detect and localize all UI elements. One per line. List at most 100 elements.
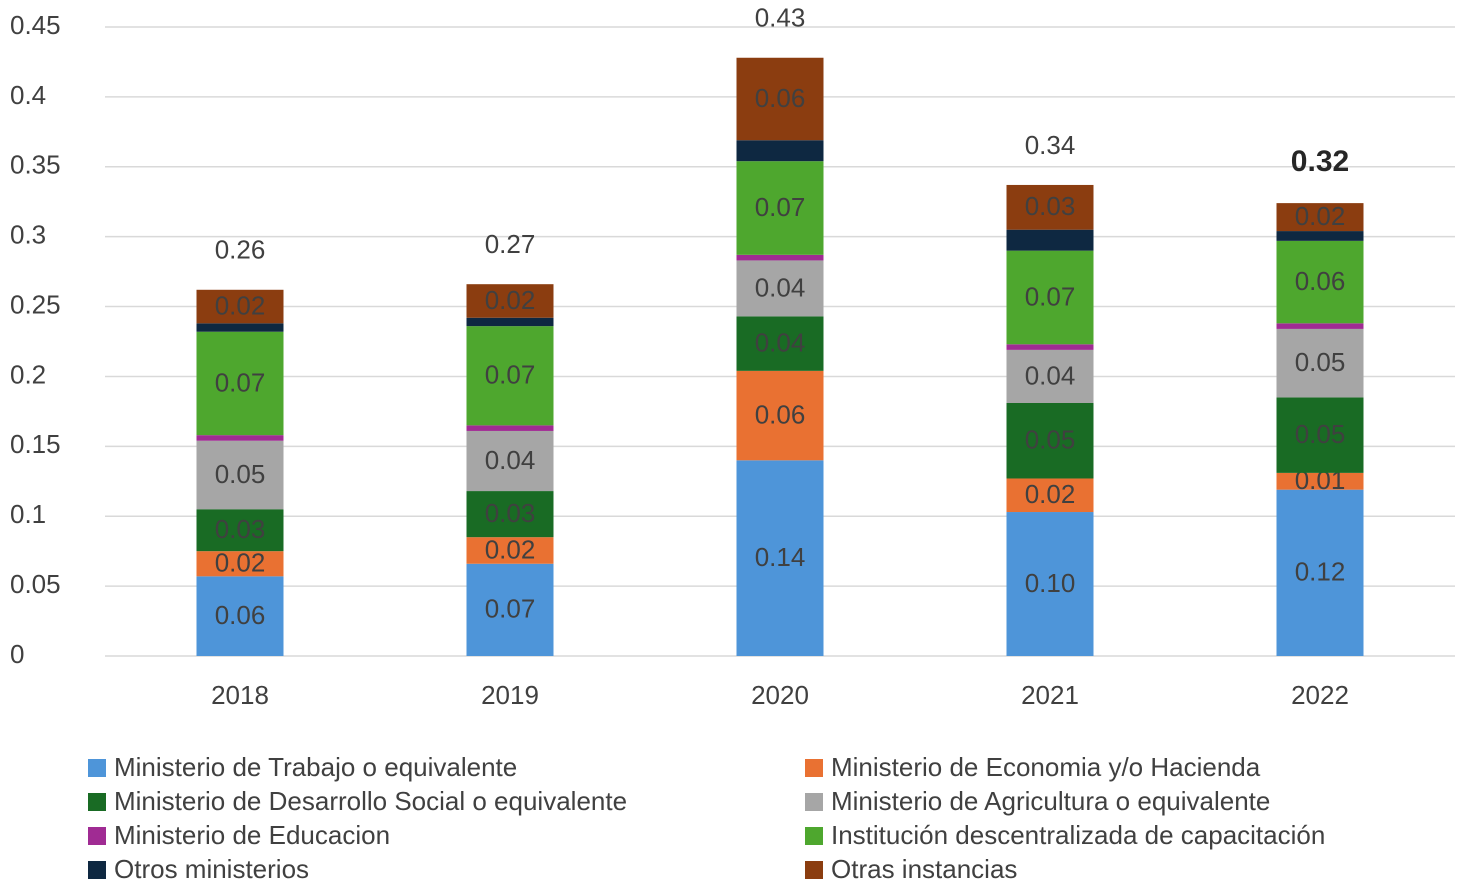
- y-tick-label: 0.2: [10, 359, 46, 389]
- legend-swatch: [88, 759, 106, 777]
- data-label: 0.06: [755, 83, 806, 113]
- data-label: 0.03: [485, 498, 536, 528]
- bar-segment: [1276, 231, 1364, 241]
- data-label: 0.07: [485, 360, 536, 390]
- legend-swatch: [805, 793, 823, 811]
- data-label: 0.02: [1025, 479, 1076, 509]
- y-tick-label: 0: [10, 639, 24, 669]
- bar-segment: [466, 563, 554, 656]
- bar-segment: [736, 254, 824, 261]
- legend-swatch: [88, 861, 106, 879]
- bar-segment: [736, 370, 824, 461]
- legend-label: Ministerio de Trabajo o equivalente: [114, 752, 517, 782]
- data-label: 0.02: [485, 534, 536, 564]
- data-label: 0.02: [1295, 201, 1346, 231]
- bar-segment: [196, 331, 284, 436]
- bar-segment: [736, 260, 824, 317]
- x-tick-label: 2021: [1021, 680, 1079, 710]
- data-label: 0.04: [755, 327, 806, 357]
- legend-label: Ministerio de Desarrollo Social o equiva…: [114, 786, 627, 816]
- bar-segment: [466, 284, 554, 318]
- data-label: 0.04: [755, 272, 806, 302]
- bar-segment: [1006, 344, 1094, 350]
- bar-segment: [196, 435, 284, 441]
- bar-segment: [466, 425, 554, 431]
- y-tick-label: 0.25: [10, 289, 61, 319]
- bar-segment: [1276, 328, 1364, 398]
- data-label: 0.10: [1025, 568, 1076, 598]
- bar-segment: [736, 460, 824, 656]
- bar-segment: [1276, 489, 1364, 656]
- bar-segment: [196, 289, 284, 324]
- bar-segment: [1006, 478, 1094, 513]
- bar-segment: [466, 326, 554, 426]
- x-tick-label: 2019: [481, 680, 539, 710]
- data-label: 0.04: [485, 445, 536, 475]
- bar-segment: [1276, 240, 1364, 324]
- data-label: 0.02: [485, 285, 536, 315]
- y-tick-label: 0.3: [10, 220, 46, 250]
- bar-segment: [196, 576, 284, 656]
- bar-segment: [1276, 203, 1364, 232]
- bar-segment: [1006, 349, 1094, 404]
- bar-segment: [466, 537, 554, 564]
- bar-segment: [1006, 184, 1094, 230]
- data-label: 0.02: [215, 290, 266, 320]
- bar-segment: [1006, 512, 1094, 656]
- data-label: 0.05: [215, 459, 266, 489]
- total-label: 0.43: [755, 3, 806, 33]
- bar-segment: [196, 551, 284, 577]
- total-label: 0.26: [215, 235, 266, 265]
- y-tick-label: 0.1: [10, 499, 46, 529]
- data-label: 0.02: [215, 548, 266, 578]
- bar-segment: [736, 140, 824, 162]
- data-label: 0.03: [1025, 191, 1076, 221]
- legend-swatch: [805, 861, 823, 879]
- bar-segment: [1006, 229, 1094, 251]
- total-label: 0.34: [1025, 130, 1076, 160]
- data-label: 0.05: [1295, 419, 1346, 449]
- bar-segment: [196, 440, 284, 510]
- bar-segment: [736, 161, 824, 255]
- bar-segment: [736, 57, 824, 141]
- legend-label: Ministerio de Educacion: [114, 820, 390, 850]
- data-label: 0.05: [1295, 347, 1346, 377]
- y-tick-label: 0.15: [10, 429, 61, 459]
- data-label: 0.14: [755, 542, 806, 572]
- bar-segment: [1276, 397, 1364, 473]
- bar-segment: [1006, 403, 1094, 479]
- total-label: 0.27: [485, 229, 536, 259]
- data-label: 0.06: [215, 600, 266, 630]
- legend-label: Otros ministerios: [114, 854, 309, 884]
- y-tick-label: 0.45: [10, 10, 61, 40]
- bar-segment: [1276, 323, 1364, 329]
- bar-segment: [1276, 472, 1364, 490]
- data-label: 0.12: [1295, 557, 1346, 587]
- legend-swatch: [805, 827, 823, 845]
- x-tick-label: 2018: [211, 680, 269, 710]
- legend-label: Ministerio de Agricultura o equivalente: [831, 786, 1270, 816]
- data-label: 0.04: [1025, 360, 1076, 390]
- legend-swatch: [88, 793, 106, 811]
- data-label: 0.07: [215, 367, 266, 397]
- data-label: 0.05: [1025, 425, 1076, 455]
- total-label: 0.32: [1291, 145, 1349, 178]
- y-tick-label: 0.05: [10, 569, 61, 599]
- data-label: 0.03: [215, 514, 266, 544]
- bar-segment: [196, 323, 284, 332]
- x-tick-label: 2022: [1291, 680, 1349, 710]
- legend-swatch: [88, 827, 106, 845]
- x-tick-label: 2020: [751, 680, 809, 710]
- data-label: 0.07: [485, 594, 536, 624]
- data-label: 0.07: [755, 192, 806, 222]
- bar-segment: [1006, 250, 1094, 345]
- bar-segment: [736, 316, 824, 371]
- data-label: 0.07: [1025, 281, 1076, 311]
- bar-segment: [466, 317, 554, 327]
- bar-segment: [466, 491, 554, 538]
- y-tick-label: 0.35: [10, 150, 61, 180]
- legend-label: Ministerio de Economia y/o Hacienda: [831, 752, 1261, 782]
- data-label: 0.06: [755, 399, 806, 429]
- bar-segment: [466, 430, 554, 492]
